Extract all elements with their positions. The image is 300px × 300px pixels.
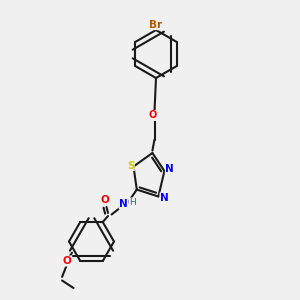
Text: Br: Br [149, 20, 163, 30]
Text: N: N [160, 193, 169, 203]
Text: N: N [119, 199, 128, 209]
Text: O: O [100, 195, 109, 206]
Text: N: N [165, 164, 174, 174]
Text: S: S [127, 160, 134, 171]
Text: H: H [129, 198, 136, 207]
Text: O: O [149, 110, 157, 121]
Text: O: O [62, 256, 71, 266]
